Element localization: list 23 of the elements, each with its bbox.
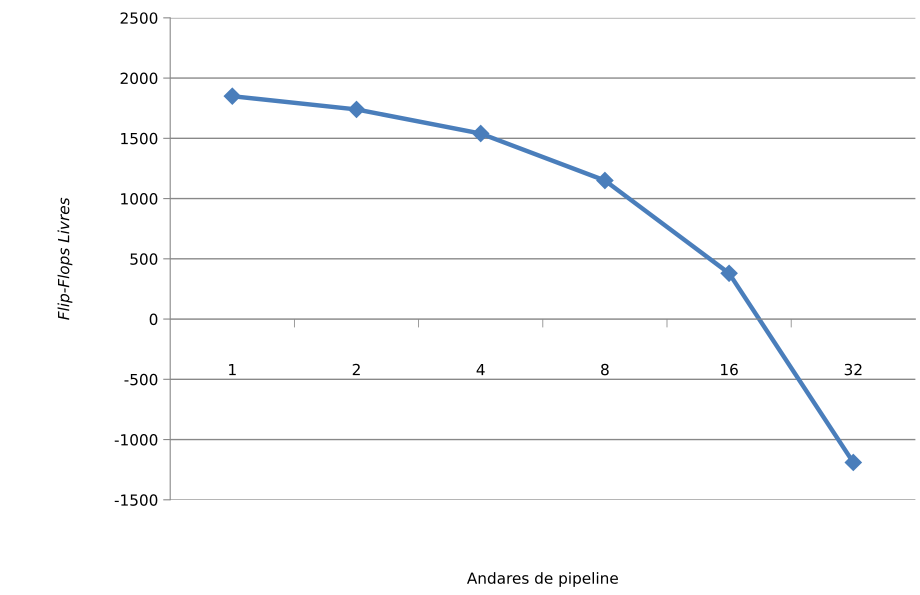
point	[224, 88, 241, 105]
x-tick-label: 2	[352, 364, 360, 376]
x-tick-label: 32	[844, 364, 862, 376]
x-tick-label: 4	[476, 364, 485, 376]
point	[596, 172, 614, 190]
y-tick-label: -1000	[114, 434, 158, 446]
x-axis-title: Andares de pipeline	[466, 572, 618, 587]
y-tick-label: 500	[130, 253, 158, 265]
y-tick-label: -1500	[114, 494, 158, 506]
point	[720, 264, 738, 282]
y-tick-label: 2500	[120, 12, 158, 24]
point	[844, 454, 862, 471]
x-tick-label: 1	[229, 364, 236, 376]
point	[348, 100, 366, 118]
y-tick-label: 1500	[121, 132, 158, 144]
y-tick-label: 0	[150, 314, 158, 326]
x-tick-label: 16	[721, 364, 738, 376]
x-tick-label: 8	[601, 364, 609, 376]
point	[472, 124, 490, 142]
y-tick-label: 2000	[120, 72, 158, 84]
y-tick-label: 1000	[121, 193, 158, 205]
y-tick-label: -500	[124, 374, 158, 386]
y-axis-title: Flip-Flops Livres	[58, 198, 72, 320]
